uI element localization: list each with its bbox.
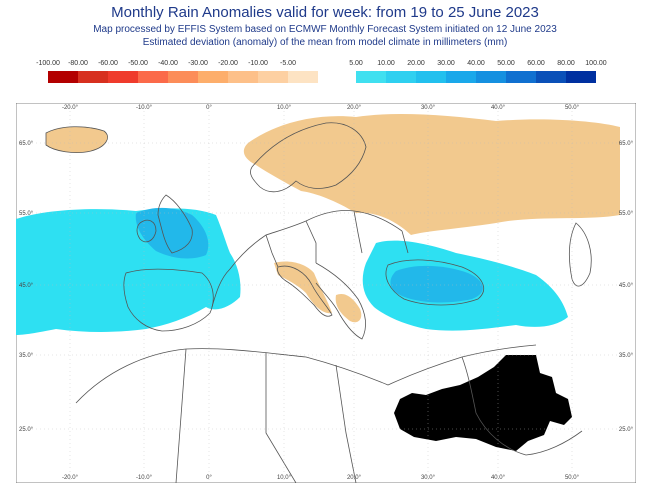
lon-tick-label: 0° xyxy=(206,105,212,111)
dry-region-iceland xyxy=(46,126,108,153)
legend-negative-label: -80.00 xyxy=(68,60,88,67)
coast-iberia xyxy=(123,268,214,332)
coast-western-europe xyxy=(211,210,403,308)
border-lines-1 xyxy=(265,210,409,268)
legend-negative-swatch xyxy=(198,71,228,83)
legend-positive-label: 5.00 xyxy=(349,60,363,67)
legend-positive-label: 100.00 xyxy=(585,60,607,67)
legend-positive-swatch xyxy=(386,71,416,83)
map-title: Monthly Rain Anomalies valid for week: f… xyxy=(111,4,539,21)
map-svg: -20.0° -20.0° -10.0° -10.0° 0° 0° 10.0° 10.0° 20… xyxy=(16,103,636,483)
legend-negative-swatch xyxy=(138,71,168,83)
border-lines-2 xyxy=(175,348,357,483)
legend-negative-label: -50.00 xyxy=(128,60,148,67)
lon-tick-label: 0° xyxy=(206,475,212,481)
legend-positive-label: 50.00 xyxy=(497,60,515,67)
coast-balkans-greece xyxy=(315,262,366,340)
lon-tick-label: -20.0° xyxy=(62,105,79,111)
lon-tick-label: 50.0° xyxy=(565,475,580,481)
legend-negative-label: -100.00 xyxy=(36,60,60,67)
anomaly-map: -20.0° -20.0° -10.0° -10.0° 0° 0° 10.0° 10.0° 20… xyxy=(16,103,636,483)
map-subtitle-processing: Map processed by EFFIS System based on E… xyxy=(93,24,557,35)
legend-positive-label: 80.00 xyxy=(557,60,575,67)
legend-positive-swatch xyxy=(506,71,536,83)
coast-great-britain xyxy=(157,194,193,254)
legend-negative: -100.00 -80.00 -60.00 -50.00 -40.00 -30.00 -20… xyxy=(36,60,318,88)
legend-negative-swatch xyxy=(48,71,78,83)
legend-negative-swatch xyxy=(228,71,258,83)
legend-negative-label: -60.00 xyxy=(98,60,118,67)
legend-negative-label: -30.00 xyxy=(188,60,208,67)
lon-tick-label: 10.0° xyxy=(277,105,292,111)
lon-tick-label: 40.0° xyxy=(491,475,506,481)
lon-tick-label: 10.0° xyxy=(277,475,292,481)
map-subtitle-description: Estimated deviation (anomaly) of the mea… xyxy=(142,37,508,48)
dry-region-scandinavia-russia xyxy=(243,114,620,235)
lon-tick-label: -10.0° xyxy=(136,105,153,111)
legend-negative-label: -10.00 xyxy=(248,60,268,67)
legend-positive-label: 20.00 xyxy=(407,60,425,67)
legend-negative-swatch xyxy=(78,71,108,83)
lat-tick-label: 25.0° xyxy=(619,427,634,433)
lat-tick-label: 45.0° xyxy=(19,283,34,289)
legend-positive-swatch xyxy=(536,71,566,83)
legend-positive-swatch xyxy=(566,71,596,83)
lat-tick-label: 65.0° xyxy=(19,141,34,147)
lat-tick-label: 35.0° xyxy=(19,353,34,359)
legend-negative-label: -5.00 xyxy=(280,60,296,67)
lon-tick-label: 40.0° xyxy=(491,105,506,111)
lat-tick-label: 25.0° xyxy=(19,427,34,433)
coast-levant-arabia xyxy=(461,356,583,456)
legend-positive-swatch xyxy=(446,71,476,83)
coast-ireland xyxy=(136,219,157,243)
lat-tick-label: 45.0° xyxy=(619,283,634,289)
wet-region-british-isles xyxy=(135,207,209,259)
legend-positive-swatch xyxy=(476,71,506,83)
borders xyxy=(45,122,592,483)
legend-positive-label: 60.00 xyxy=(527,60,545,67)
legend-positive-swatch xyxy=(416,71,446,83)
dry-anomaly-regions xyxy=(46,114,620,323)
legend-positive-label: 30.00 xyxy=(437,60,455,67)
legend-negative-swatch xyxy=(168,71,198,83)
legend-negative-label: -40.00 xyxy=(158,60,178,67)
lon-tick-label: 50.0° xyxy=(565,105,580,111)
coast-italy xyxy=(277,265,333,317)
legend-negative-swatch xyxy=(288,71,318,83)
coast-scandinavia xyxy=(250,122,367,193)
coast-black-sea xyxy=(385,259,484,306)
axis-ticks: -20.0° -20.0° -10.0° -10.0° 0° 0° 10.0° 10.0° 20… xyxy=(16,103,636,483)
lat-tick-label: 55.0° xyxy=(619,211,634,217)
lon-tick-label: 20.0° xyxy=(347,475,362,481)
legend-negative-swatch xyxy=(108,71,138,83)
legend-negative-label: -20.00 xyxy=(218,60,238,67)
dry-region-italy xyxy=(274,261,332,314)
lon-tick-label: -20.0° xyxy=(62,475,79,481)
lon-tick-label: 30.0° xyxy=(421,105,436,111)
legend-negative-swatch xyxy=(258,71,288,83)
lat-tick-label: 65.0° xyxy=(619,141,634,147)
legend-positive-swatch xyxy=(356,71,386,83)
lat-tick-label: 55.0° xyxy=(19,211,34,217)
legend-positive-label: 40.00 xyxy=(467,60,485,67)
caspian xyxy=(568,222,592,287)
legend-positive: 5.00 10.00 20.00 30.00 40.00 50.00 60.00 80.00 1… xyxy=(349,60,607,88)
legend-positive-label: 10.00 xyxy=(377,60,395,67)
wet-region-black-sea-core xyxy=(390,265,483,303)
lon-tick-label: -10.0° xyxy=(136,475,153,481)
no-data-region xyxy=(394,355,572,451)
dry-region-balkans xyxy=(335,293,362,323)
lon-tick-label: 30.0° xyxy=(421,475,436,481)
lon-tick-label: 20.0° xyxy=(347,105,362,111)
lat-tick-label: 35.0° xyxy=(619,353,634,359)
wet-anomaly-regions xyxy=(16,207,568,335)
